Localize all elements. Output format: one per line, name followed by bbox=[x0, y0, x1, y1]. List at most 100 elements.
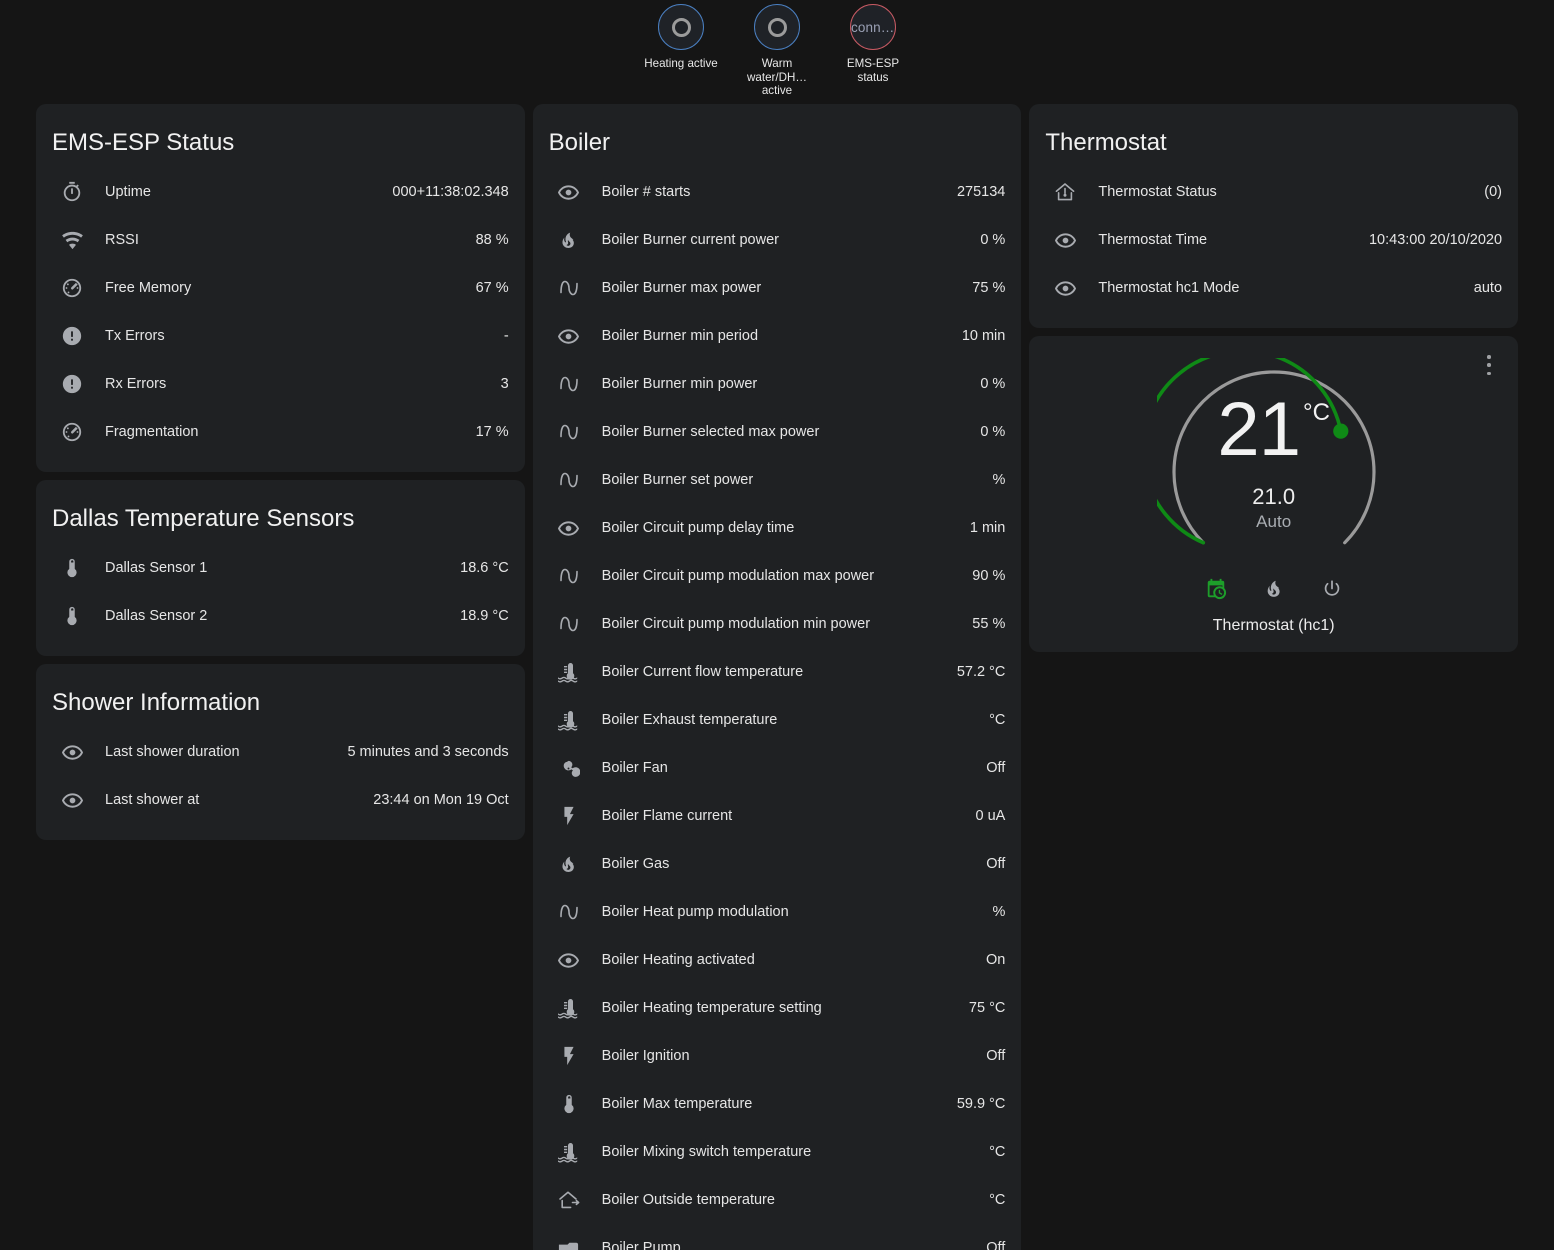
entity-value: 10:43:00 20/10/2020 bbox=[1368, 232, 1503, 248]
alert-circle-icon bbox=[52, 325, 92, 347]
entity-value: °C bbox=[989, 1192, 1006, 1208]
entity-row[interactable]: Boiler Ignition Off bbox=[549, 1032, 1005, 1080]
entity-row[interactable]: Thermostat Time 10:43:00 20/10/2020 bbox=[1045, 216, 1502, 264]
entity-row[interactable]: Last shower duration 5 minutes and 3 seco… bbox=[52, 728, 509, 776]
entity-value: 59.9 °C bbox=[956, 1096, 1006, 1112]
entity-row[interactable]: Boiler Flame current 0 uA bbox=[549, 792, 1006, 840]
entity-label: Boiler Pump bbox=[601, 1240, 681, 1250]
dial-svg[interactable] bbox=[1156, 358, 1391, 572]
entity-label: Boiler Gas bbox=[601, 856, 670, 872]
entity-row[interactable]: RSSI 88 % bbox=[52, 216, 509, 264]
entity-row[interactable]: Boiler Gas Off bbox=[549, 840, 1005, 888]
entity-row[interactable]: Rx Errors 3 bbox=[52, 360, 509, 408]
entity-row[interactable]: Boiler Heating temperature setting 75 °C bbox=[549, 984, 1005, 1032]
entity-row[interactable]: Dallas Sensor 1 18.6 °C bbox=[52, 544, 509, 592]
entity-rows: Thermostat Status (0) Thermostat Time 10:43… bbox=[1045, 168, 1502, 312]
more-options-icon[interactable] bbox=[1478, 352, 1500, 378]
entity-value: 88 % bbox=[475, 232, 509, 248]
entity-label: Boiler Fan bbox=[601, 760, 668, 776]
entity-row[interactable]: Dallas Sensor 2 18.9 °C bbox=[52, 592, 509, 640]
fire-icon[interactable] bbox=[1263, 578, 1285, 605]
card-title: Thermostat bbox=[1045, 129, 1167, 156]
eye-icon bbox=[549, 181, 589, 204]
entity-value: Off bbox=[986, 1240, 1006, 1250]
badge-circle bbox=[754, 4, 800, 50]
entity-label: Boiler Burner max power bbox=[601, 280, 762, 296]
badge-heating-active[interactable]: Heating active bbox=[644, 4, 718, 104]
entity-row[interactable]: Boiler # starts 275134 bbox=[549, 168, 1005, 216]
entity-row[interactable]: Boiler Circuit pump delay time 1 min bbox=[549, 504, 1005, 552]
entity-row[interactable]: Last shower at 23:44 on Mon 19 Oct bbox=[52, 776, 509, 824]
entity-value: 18.6 °C bbox=[460, 560, 509, 576]
eye-icon bbox=[1045, 277, 1085, 300]
sine-wave-icon bbox=[549, 420, 589, 444]
entity-row[interactable]: Boiler Burner selected max power 0 % bbox=[549, 408, 1005, 456]
entity-row[interactable]: Tx Errors - bbox=[52, 312, 509, 360]
badge-circle: conne… bbox=[850, 4, 896, 50]
entity-value: 0 uA bbox=[975, 808, 1006, 824]
entity-row[interactable]: Boiler Circuit pump modulation max power… bbox=[549, 552, 1006, 600]
dial-handle[interactable] bbox=[1332, 423, 1349, 439]
column-middle: Boiler Boiler # starts 275134 Boiler Burne… bbox=[532, 104, 1022, 1250]
entity-label: Boiler Circuit pump modulation max power bbox=[601, 568, 875, 584]
thermometer-icon bbox=[549, 1093, 589, 1115]
entity-row[interactable]: Fragmentation 17 % bbox=[52, 408, 509, 456]
calendar-clock-icon[interactable] bbox=[1205, 578, 1227, 605]
card-shower-information: Shower Information Last shower duration 5… bbox=[36, 664, 525, 840]
pump-icon bbox=[549, 1237, 589, 1250]
card-dallas-temperature-sensors: Dallas Temperature Sensors Dallas Sensor… bbox=[36, 480, 525, 656]
entity-row[interactable]: Boiler Max temperature 59.9 °C bbox=[549, 1080, 1006, 1128]
entity-label: Boiler Burner set power bbox=[601, 472, 754, 488]
entity-label: Boiler Outside temperature bbox=[601, 1192, 775, 1208]
thermometer-icon bbox=[52, 557, 92, 579]
entity-row[interactable]: Boiler Outside temperature °C bbox=[549, 1176, 1006, 1224]
entity-row[interactable]: Boiler Burner set power% bbox=[549, 456, 1005, 504]
entity-value: 90 % bbox=[972, 568, 1006, 584]
entity-value: 000+11:38:02.348 bbox=[392, 184, 509, 200]
entity-row[interactable]: Thermostat Status (0) bbox=[1045, 168, 1502, 216]
entity-row[interactable]: Boiler Burner max power 75 % bbox=[549, 264, 1005, 312]
entity-row[interactable]: Boiler Circuit pump modulation min power… bbox=[549, 600, 1005, 648]
badge-circle bbox=[658, 4, 704, 50]
entity-rows: Dallas Sensor 1 18.6 °C Dallas Sensor 2 18.… bbox=[52, 544, 509, 640]
gauge-icon bbox=[52, 421, 92, 443]
entity-row[interactable]: Boiler Exhaust temperature °C bbox=[549, 696, 1005, 744]
entity-row[interactable]: Boiler Current flow temperature 57.2 °C bbox=[549, 648, 1005, 696]
badge-ems-esp-status[interactable]: conne… EMS-ESP status bbox=[836, 4, 910, 104]
eye-icon bbox=[549, 949, 589, 972]
badge-warm-water-active[interactable]: Warm water/DH… active bbox=[740, 4, 814, 104]
thermostat-entity-name: Thermostat (hc1) bbox=[1212, 617, 1335, 634]
coolant-temp-icon bbox=[549, 1140, 589, 1164]
card-thermostat-dial: 21 °C 21.0 Auto bbox=[1029, 336, 1519, 652]
entity-label: Boiler Heating activated bbox=[601, 952, 755, 968]
card-title: Dallas Temperature Sensors bbox=[52, 505, 355, 532]
entity-label: Boiler Current flow temperature bbox=[601, 664, 804, 680]
dashboard-columns: EMS-ESP Status Uptime 000+11:38:02.348 RSS… bbox=[0, 104, 1554, 1250]
entity-value: auto bbox=[1473, 280, 1503, 296]
entity-row[interactable]: Boiler Burner min period 10 min bbox=[549, 312, 1005, 360]
thermostat-dial[interactable]: 21 °C 21.0 Auto bbox=[1156, 358, 1391, 572]
entity-row[interactable]: Boiler Heating activated On bbox=[549, 936, 1006, 984]
entity-row[interactable]: Free Memory 67 % bbox=[52, 264, 509, 312]
entity-row[interactable]: Boiler Mixing switch temperature °C bbox=[549, 1128, 1005, 1176]
entity-row[interactable]: Boiler Pump Off bbox=[549, 1224, 1006, 1250]
entity-value: On bbox=[986, 952, 1006, 968]
alert-circle-icon bbox=[52, 373, 92, 395]
entity-value: - bbox=[503, 328, 509, 344]
entity-value: % bbox=[992, 904, 1006, 920]
power-icon[interactable] bbox=[1321, 578, 1343, 605]
entity-label: Boiler Burner selected max power bbox=[601, 424, 820, 440]
circle-outline-icon bbox=[767, 17, 787, 37]
dial-value-arc bbox=[1156, 358, 1343, 545]
entity-row[interactable]: Boiler Burner current power 0 % bbox=[549, 216, 1005, 264]
entity-row[interactable]: Boiler Burner min power 0 % bbox=[549, 360, 1005, 408]
entity-row[interactable]: Boiler Heat pump modulation% bbox=[549, 888, 1006, 936]
entity-value: 67 % bbox=[475, 280, 509, 296]
timer-icon bbox=[52, 181, 92, 203]
card-title: EMS-ESP Status bbox=[52, 129, 235, 156]
entity-row[interactable]: Thermostat hc1 Mode auto bbox=[1045, 264, 1502, 312]
entity-label: Dallas Sensor 2 bbox=[105, 608, 208, 624]
entity-row[interactable]: Boiler Fan Off bbox=[549, 744, 1005, 792]
entity-row[interactable]: Uptime 000+11:38:02.348 bbox=[52, 168, 509, 216]
entity-label: Boiler Exhaust temperature bbox=[601, 712, 778, 728]
